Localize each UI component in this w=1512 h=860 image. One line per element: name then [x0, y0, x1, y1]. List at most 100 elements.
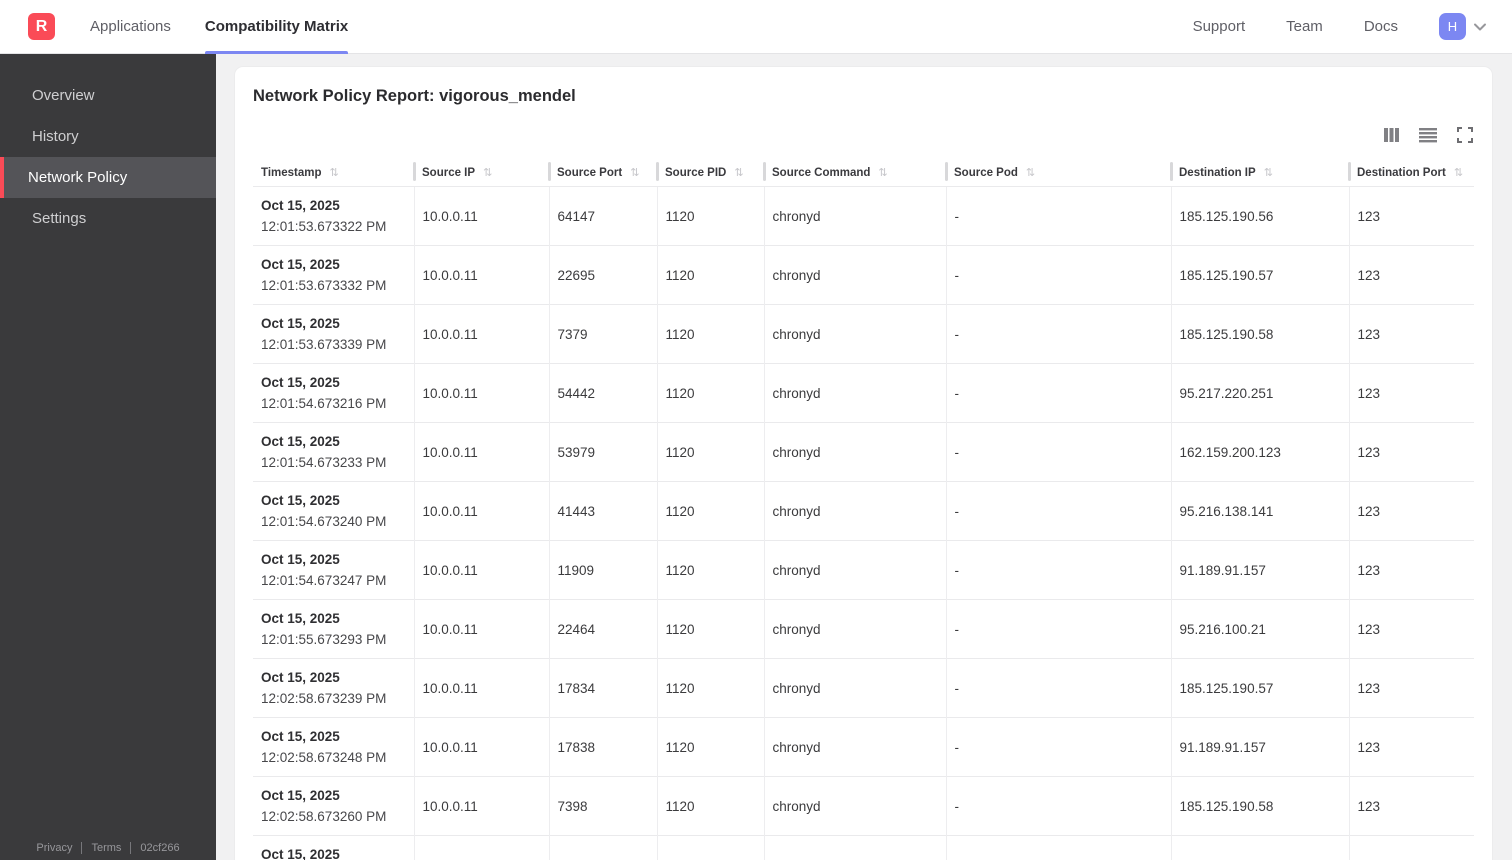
source-pod-cell: -: [945, 658, 1171, 718]
columns-icon[interactable]: [1382, 126, 1400, 144]
source-command-cell: chronyd: [763, 481, 946, 541]
timestamp-cell: Oct 15, 2025 12:01:53.673339 PM: [253, 304, 414, 364]
source-ip-cell: 10.0.0.11: [413, 540, 549, 600]
column-header-source-ip[interactable]: Source IP ⇅: [413, 160, 549, 187]
sidebar-item-network-policy[interactable]: Network Policy: [0, 157, 216, 198]
destination-port-cell: 123: [1348, 186, 1474, 246]
sort-icon[interactable]: ⇅: [1453, 167, 1464, 179]
sort-icon[interactable]: ⇅: [483, 167, 493, 179]
source-pod-cell: -: [945, 835, 1171, 860]
destination-port-cell: 123: [1348, 422, 1474, 482]
source-command-cell: chronyd: [763, 304, 946, 364]
app-logo[interactable]: R: [28, 13, 55, 40]
sort-icon[interactable]: ⇅: [329, 167, 339, 179]
column-header-source-pod[interactable]: Source Pod ⇅: [945, 160, 1171, 187]
sidebar-item-overview[interactable]: Overview: [32, 87, 95, 104]
timestamp-cell: Oct 15, 2025 12:01:53.673322 PM: [253, 186, 414, 246]
table-row: Oct 15, 2025 12:01:53.673339 PM 10.0.0.1…: [253, 304, 1474, 364]
page-title: Network Policy Report: vigorous_mendel: [253, 87, 576, 105]
destination-ip-cell: 95.217.220.251: [1170, 363, 1349, 423]
sidebar-item-history[interactable]: History: [32, 128, 79, 145]
source-port-cell: 22695: [548, 245, 657, 305]
column-header-source-pid[interactable]: Source PID ⇅: [656, 160, 764, 187]
build-id: 02cf266: [140, 842, 180, 854]
source-ip-cell: 10.0.0.11: [413, 835, 549, 860]
source-pid-cell: 1120: [656, 835, 764, 860]
source-pid-cell: 1120: [656, 481, 764, 541]
destination-port-cell: 123: [1348, 835, 1474, 860]
source-port-cell: 17834: [548, 658, 657, 718]
destination-ip-cell: 162.159.200.123: [1170, 422, 1349, 482]
support-link[interactable]: Support: [1192, 18, 1246, 35]
nav-tabs: Applications Compatibility Matrix: [90, 0, 382, 54]
column-header-destination-ip[interactable]: Destination IP ⇅: [1170, 160, 1349, 187]
column-header-destination-port[interactable]: Destination Port ⇅: [1348, 160, 1474, 187]
docs-link[interactable]: Docs: [1363, 18, 1398, 35]
destination-port-cell: 123: [1348, 658, 1474, 718]
footer-divider: [130, 842, 132, 854]
source-command-cell: chronyd: [763, 776, 946, 836]
footer-divider: [81, 842, 83, 854]
source-port-cell: 17838: [548, 717, 657, 777]
source-port-cell: 7379: [548, 304, 657, 364]
destination-port-cell: 123: [1348, 717, 1474, 777]
table-row: Oct 15, 2025 12:02:58.673260 PM 10.0.0.1…: [253, 776, 1474, 836]
sidebar-item-settings[interactable]: Settings: [32, 210, 87, 227]
source-pod-cell: -: [945, 717, 1171, 777]
timestamp-cell: Oct 15, 2025 12:01:55.673293 PM: [253, 599, 414, 659]
table-toolbar: [253, 126, 1474, 144]
chevron-down-icon[interactable]: [1472, 19, 1488, 35]
source-command-cell: chronyd: [763, 245, 946, 305]
table-row: Oct 15, 2025 12:01:54.673233 PM 10.0.0.1…: [253, 422, 1474, 482]
destination-port-cell: 123: [1348, 776, 1474, 836]
source-ip-cell: 10.0.0.11: [413, 363, 549, 423]
timestamp-cell: Oct 15, 2025 12:01:54.673216 PM: [253, 363, 414, 423]
table-row: Oct 15, 2025 12:01:54.673247 PM 10.0.0.1…: [253, 540, 1474, 600]
source-pod-cell: -: [945, 599, 1171, 659]
source-ip-cell: 10.0.0.11: [413, 422, 549, 482]
source-command-cell: chronyd: [763, 422, 946, 482]
timestamp-cell: Oct 15, 2025 12:01:53.673332 PM: [253, 245, 414, 305]
destination-ip-cell: 185.125.190.56: [1170, 186, 1349, 246]
table-row: Oct 15, 2025 12:01:54.673216 PM 10.0.0.1…: [253, 363, 1474, 423]
source-command-cell: chronyd: [763, 835, 946, 860]
tab-compatibility-matrix[interactable]: Compatibility Matrix: [204, 0, 349, 54]
sort-icon[interactable]: ⇅: [878, 167, 888, 179]
table-row: Oct 15, 2025 12:01:55.673293 PM 10.0.0.1…: [253, 599, 1474, 659]
privacy-link[interactable]: Privacy: [36, 842, 73, 854]
timestamp-cell: Oct 15, 2025 12:02:58.673239 PM: [253, 658, 414, 718]
column-header-source-command[interactable]: Source Command ⇅: [763, 160, 946, 187]
main-content: Network Policy Report: vigorous_mendel: [216, 54, 1512, 860]
rows-icon[interactable]: [1419, 126, 1437, 144]
user-avatar[interactable]: H: [1439, 13, 1466, 40]
destination-ip-cell: 95.216.100.21: [1170, 599, 1349, 659]
sort-icon[interactable]: ⇅: [630, 167, 640, 179]
column-header-timestamp[interactable]: Timestamp ⇅: [261, 167, 339, 179]
destination-ip-cell: 185.125.190.58: [1170, 776, 1349, 836]
sort-icon[interactable]: ⇅: [734, 167, 744, 179]
column-header-source-port[interactable]: Source Port ⇅: [548, 160, 657, 187]
team-link[interactable]: Team: [1286, 18, 1323, 35]
source-pid-cell: 1120: [656, 186, 764, 246]
source-pid-cell: 1120: [656, 245, 764, 305]
source-port-cell: 64147: [548, 186, 657, 246]
source-ip-cell: 10.0.0.11: [413, 599, 549, 659]
navbar-right: Support Team Docs H: [1193, 13, 1488, 40]
timestamp-cell: Oct 15, 2025 12:02:58.673260 PM: [253, 776, 414, 836]
source-pod-cell: -: [945, 776, 1171, 836]
expand-icon[interactable]: [1456, 126, 1474, 144]
source-pid-cell: 1120: [656, 658, 764, 718]
source-command-cell: chronyd: [763, 540, 946, 600]
source-ip-cell: 10.0.0.11: [413, 186, 549, 246]
terms-link[interactable]: Terms: [91, 842, 122, 854]
table-row: Oct 15, 2025 12:02:58.673239 PM 10.0.0.1…: [253, 658, 1474, 718]
tab-applications[interactable]: Applications: [90, 18, 171, 35]
source-pid-cell: 1120: [656, 599, 764, 659]
source-pod-cell: -: [945, 481, 1171, 541]
table-row: Oct 15, 2025 12:02:58.673248 PM 10.0.0.1…: [253, 717, 1474, 777]
sort-icon[interactable]: ⇅: [1263, 167, 1273, 179]
timestamp-cell: Oct 15, 2025 12:01:54.673233 PM: [253, 422, 414, 482]
table-body: Oct 15, 2025 12:01:53.673322 PM 10.0.0.1…: [253, 186, 1474, 860]
destination-ip-cell: 185.125.190.58: [1170, 304, 1349, 364]
sort-icon[interactable]: ⇅: [1025, 167, 1036, 179]
